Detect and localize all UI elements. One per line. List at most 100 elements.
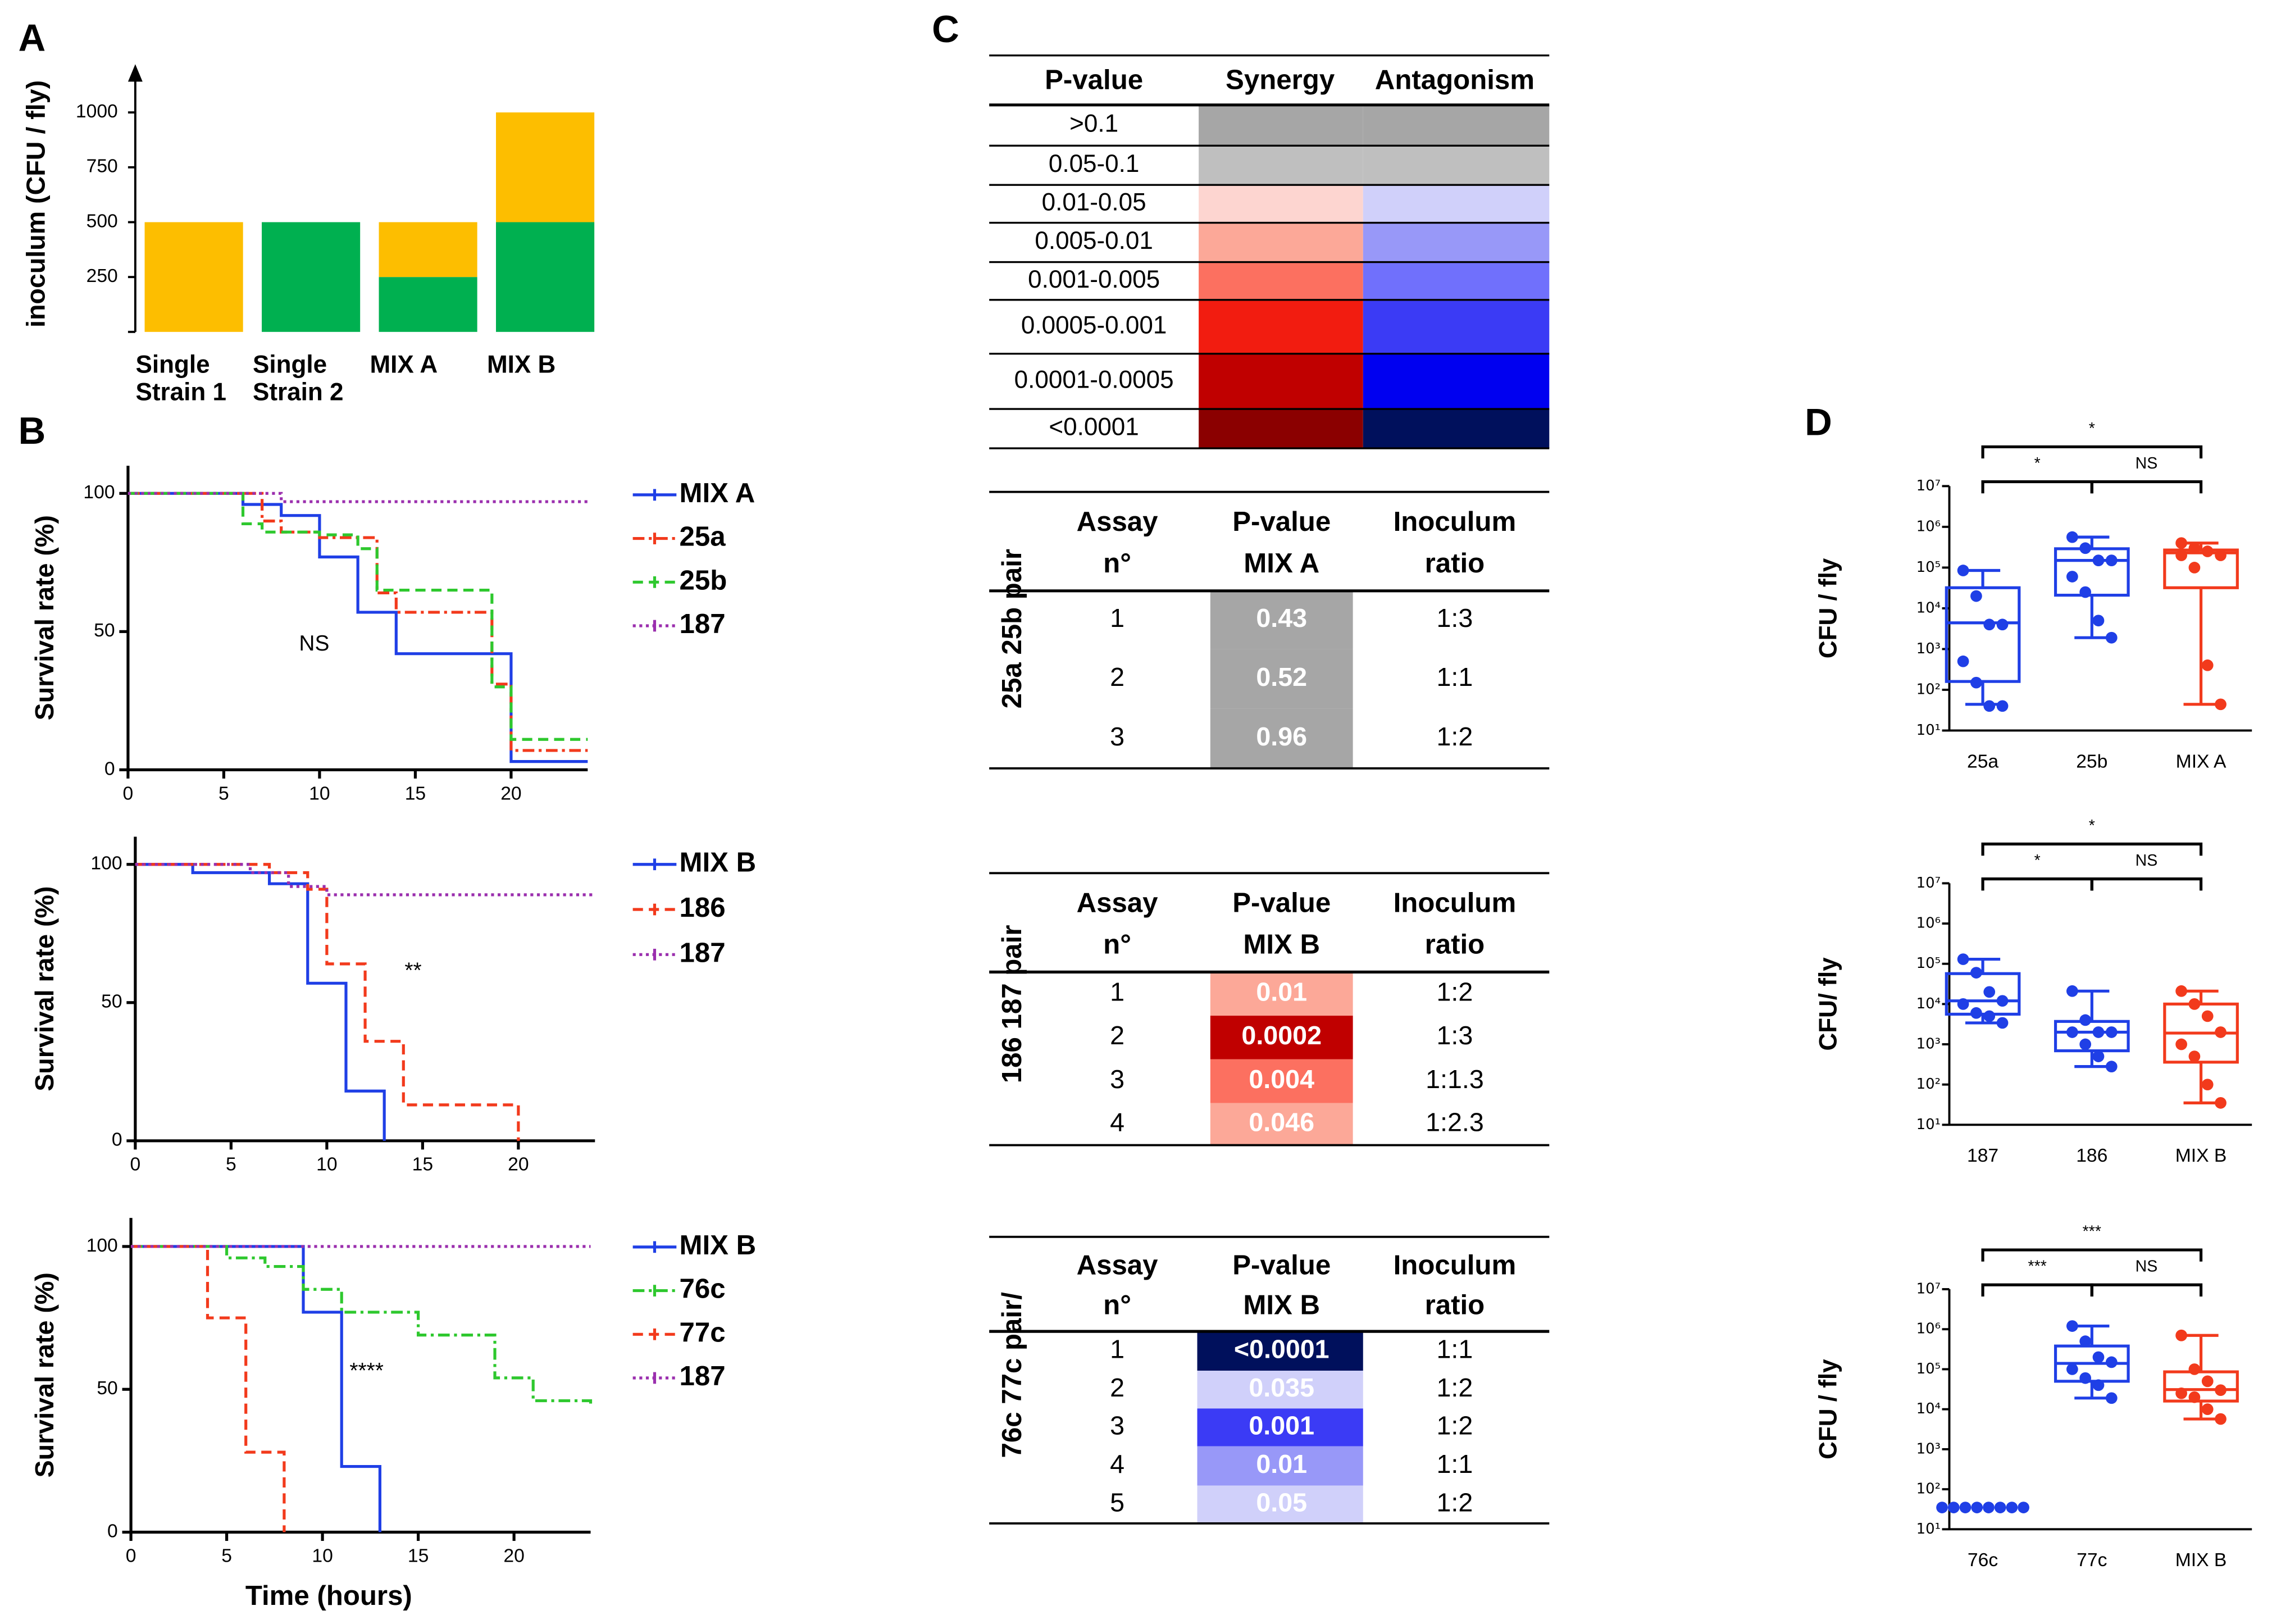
- data-point: [1959, 1502, 1972, 1513]
- survival-curve: [131, 1245, 286, 1532]
- assay-number: 1: [1110, 1334, 1124, 1363]
- data-point: [2105, 1392, 2118, 1404]
- inoculum-ratio: 1:2: [1437, 722, 1473, 751]
- antagonism-swatch: [1363, 409, 1550, 449]
- data-point: [1970, 1007, 1982, 1019]
- y-tick-label: 10⁴: [1916, 599, 1941, 616]
- survival-curve: [128, 492, 588, 741]
- y-tick-label: 50: [101, 991, 122, 1012]
- antagonism-swatch: [1363, 222, 1550, 262]
- box: [2163, 548, 2239, 589]
- bar-segment: [379, 222, 477, 278]
- data-point: [2066, 985, 2078, 997]
- data-point: [2079, 1014, 2092, 1026]
- data-point: [2066, 1363, 2078, 1375]
- p-range: 0.001-0.005: [1028, 266, 1160, 293]
- y-tick-label: 10⁷: [1916, 477, 1941, 494]
- data-point: [2201, 545, 2214, 557]
- data-point: [1970, 590, 1982, 602]
- data-point: [1957, 565, 1969, 576]
- synergy-swatch: [1199, 104, 1363, 146]
- panel-label: C: [932, 8, 959, 51]
- legend-label: 25a: [679, 521, 726, 552]
- synergy-swatch: [1199, 299, 1363, 354]
- data-point: [2066, 571, 2078, 583]
- significance-label: NS: [2136, 852, 2158, 870]
- legend-label: MIX B: [679, 847, 756, 878]
- y-tick-label: 1000: [76, 101, 118, 122]
- data-point: [2006, 1502, 2018, 1513]
- survival-curve: [128, 492, 588, 503]
- data-point: [1983, 1502, 1995, 1513]
- data-point: [2175, 985, 2187, 997]
- assay-number: 1: [1110, 977, 1124, 1007]
- box: [2163, 1370, 2239, 1403]
- significance-label: *: [2034, 852, 2041, 870]
- p-value: 0.001: [1249, 1411, 1314, 1440]
- data-point: [2105, 1026, 2118, 1038]
- bar-segment: [144, 222, 243, 332]
- p-value-cell: [1210, 972, 1353, 1016]
- p-range: 0.0005-0.001: [1021, 311, 1167, 339]
- data-point: [1970, 967, 1982, 979]
- assay-number: 2: [1110, 662, 1124, 692]
- survival-curve: [131, 1245, 593, 1407]
- annotation: **: [404, 959, 421, 983]
- assay-number: 1: [1110, 603, 1124, 633]
- x-tick-label-box: Single Strain 1: [136, 352, 227, 406]
- data-point: [1996, 618, 2009, 631]
- y-tick-label: 50: [97, 1378, 117, 1399]
- y-tick-label: 10⁶: [1916, 1321, 1941, 1338]
- y-tick-label: 100: [86, 1235, 118, 1256]
- p-value-cell: [1210, 649, 1353, 709]
- table-header: Assay: [1077, 506, 1159, 537]
- x-tick-label: MIX B: [2175, 1550, 2227, 1571]
- data-point: [2215, 1413, 2227, 1425]
- legend-label: 25b: [679, 565, 727, 595]
- y-tick-label: 0: [112, 1130, 122, 1150]
- table-header: ratio: [1425, 929, 1485, 960]
- y-tick-label: 10⁷: [1916, 1280, 1941, 1297]
- data-point: [2105, 1061, 2118, 1072]
- data-point: [2215, 1026, 2227, 1038]
- antagonism-swatch: [1363, 145, 1550, 185]
- annotation: ****: [349, 1359, 383, 1383]
- assay-number: 3: [1110, 722, 1124, 751]
- table-header: ratio: [1425, 548, 1485, 579]
- y-axis-label: CFU / fly: [1815, 558, 1842, 658]
- antagonism-swatch: [1363, 299, 1550, 354]
- data-point: [2079, 542, 2092, 554]
- synergy-swatch: [1199, 262, 1363, 300]
- y-tick-label: 10²: [1916, 1481, 1941, 1498]
- p-range: >0.1: [1069, 110, 1118, 138]
- p-value: 0.52: [1256, 662, 1307, 692]
- y-axis-label: inoculum (CFU / fly): [21, 80, 51, 327]
- table-header: MIX A: [1244, 548, 1319, 579]
- data-point: [2201, 1079, 2214, 1091]
- data-point: [1983, 986, 1996, 998]
- table-header: n°: [1103, 929, 1131, 960]
- significance-label: *: [2034, 454, 2041, 472]
- y-tick-label: 10⁴: [1916, 1400, 1941, 1417]
- data-point: [1970, 676, 1982, 689]
- significance-label: NS: [2136, 1258, 2158, 1276]
- antagonism-swatch: [1363, 262, 1550, 300]
- panel-label: D: [1805, 401, 1832, 443]
- x-tick-label: MIX B: [2175, 1145, 2227, 1166]
- inoculum-ratio: 1:2: [1437, 1373, 1473, 1402]
- data-point: [1957, 998, 1969, 1010]
- y-tick-label: 10⁵: [1916, 955, 1941, 972]
- x-tick-label: 20: [500, 783, 521, 804]
- p-value: 0.96: [1256, 722, 1307, 751]
- table-header: MIX B: [1243, 929, 1320, 960]
- y-axis-label: Survival rate (%): [30, 1272, 59, 1477]
- synergy-swatch: [1199, 145, 1363, 185]
- pair-label: 76c 77c pair/: [996, 1292, 1027, 1458]
- significance-label: *: [2089, 817, 2095, 835]
- x-tick-label: 10: [312, 1545, 333, 1566]
- table-header: n°: [1103, 548, 1131, 579]
- panel-label: A: [19, 17, 46, 60]
- assay-number: 2: [1110, 1373, 1124, 1402]
- x-tick-label: 10: [316, 1154, 337, 1175]
- x-tick-label: 5: [221, 1545, 232, 1566]
